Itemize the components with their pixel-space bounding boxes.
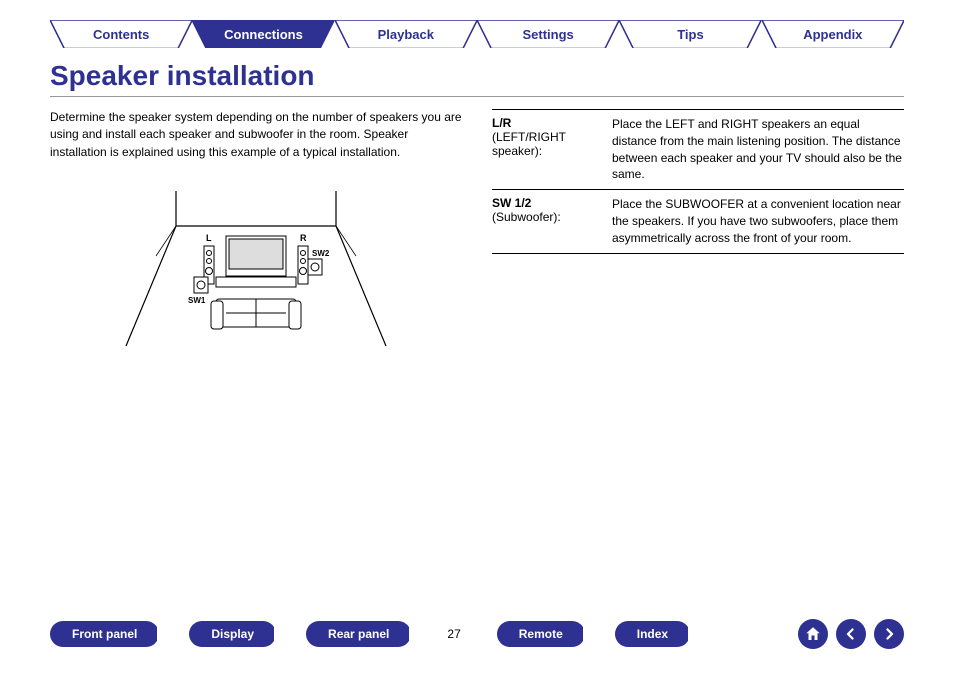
tab-label: Contents xyxy=(93,27,149,42)
table-row: L/R (LEFT/RIGHT speaker): Place the LEFT… xyxy=(492,110,904,190)
row-label: SW 1/2 (Subwoofer): xyxy=(492,196,612,246)
right-column: L/R (LEFT/RIGHT speaker): Place the LEFT… xyxy=(492,109,904,357)
diagram-label-r: R xyxy=(300,233,307,243)
index-button[interactable]: Index xyxy=(615,621,690,647)
tab-label: Settings xyxy=(523,27,574,42)
next-icon[interactable] xyxy=(874,619,904,649)
row-desc: Place the SUBWOOFER at a convenient loca… xyxy=(612,196,904,246)
prev-icon[interactable] xyxy=(836,619,866,649)
top-nav: Contents Connections Playback Settings T… xyxy=(0,0,954,48)
bottom-bar: Front panel Display Rear panel 27 Remote… xyxy=(0,619,954,649)
speaker-table: L/R (LEFT/RIGHT speaker): Place the LEFT… xyxy=(492,109,904,254)
row-desc: Place the LEFT and RIGHT speakers an equ… xyxy=(612,116,904,183)
display-button[interactable]: Display xyxy=(189,621,276,647)
intro-text: Determine the speaker system depending o… xyxy=(50,109,462,161)
tab-label: Playback xyxy=(378,27,434,42)
tab-settings[interactable]: Settings xyxy=(477,20,619,48)
table-row: SW 1/2 (Subwoofer): Place the SUBWOOFER … xyxy=(492,190,904,253)
tab-connections[interactable]: Connections xyxy=(192,20,334,48)
front-panel-button[interactable]: Front panel xyxy=(50,621,159,647)
diagram-label-sw2: SW2 xyxy=(312,249,330,258)
home-icon[interactable] xyxy=(798,619,828,649)
rear-panel-button[interactable]: Rear panel xyxy=(306,621,411,647)
page-number: 27 xyxy=(441,627,466,641)
tab-label: Tips xyxy=(677,27,704,42)
tab-contents[interactable]: Contents xyxy=(50,20,192,48)
diagram-label-sw1: SW1 xyxy=(188,296,206,305)
tab-label: Appendix xyxy=(803,27,862,42)
nav-icons xyxy=(798,619,904,649)
diagram-label-l: L xyxy=(206,233,212,243)
page-title: Speaker installation xyxy=(50,48,904,97)
tab-tips[interactable]: Tips xyxy=(619,20,761,48)
tab-label: Connections xyxy=(224,27,303,42)
room-diagram: L R SW1 SW2 xyxy=(50,181,462,356)
row-label: L/R (LEFT/RIGHT speaker): xyxy=(492,116,612,183)
tab-playback[interactable]: Playback xyxy=(335,20,477,48)
tab-appendix[interactable]: Appendix xyxy=(762,20,904,48)
left-column: Determine the speaker system depending o… xyxy=(50,109,462,357)
content-area: Determine the speaker system depending o… xyxy=(0,109,954,357)
remote-button[interactable]: Remote xyxy=(497,621,585,647)
